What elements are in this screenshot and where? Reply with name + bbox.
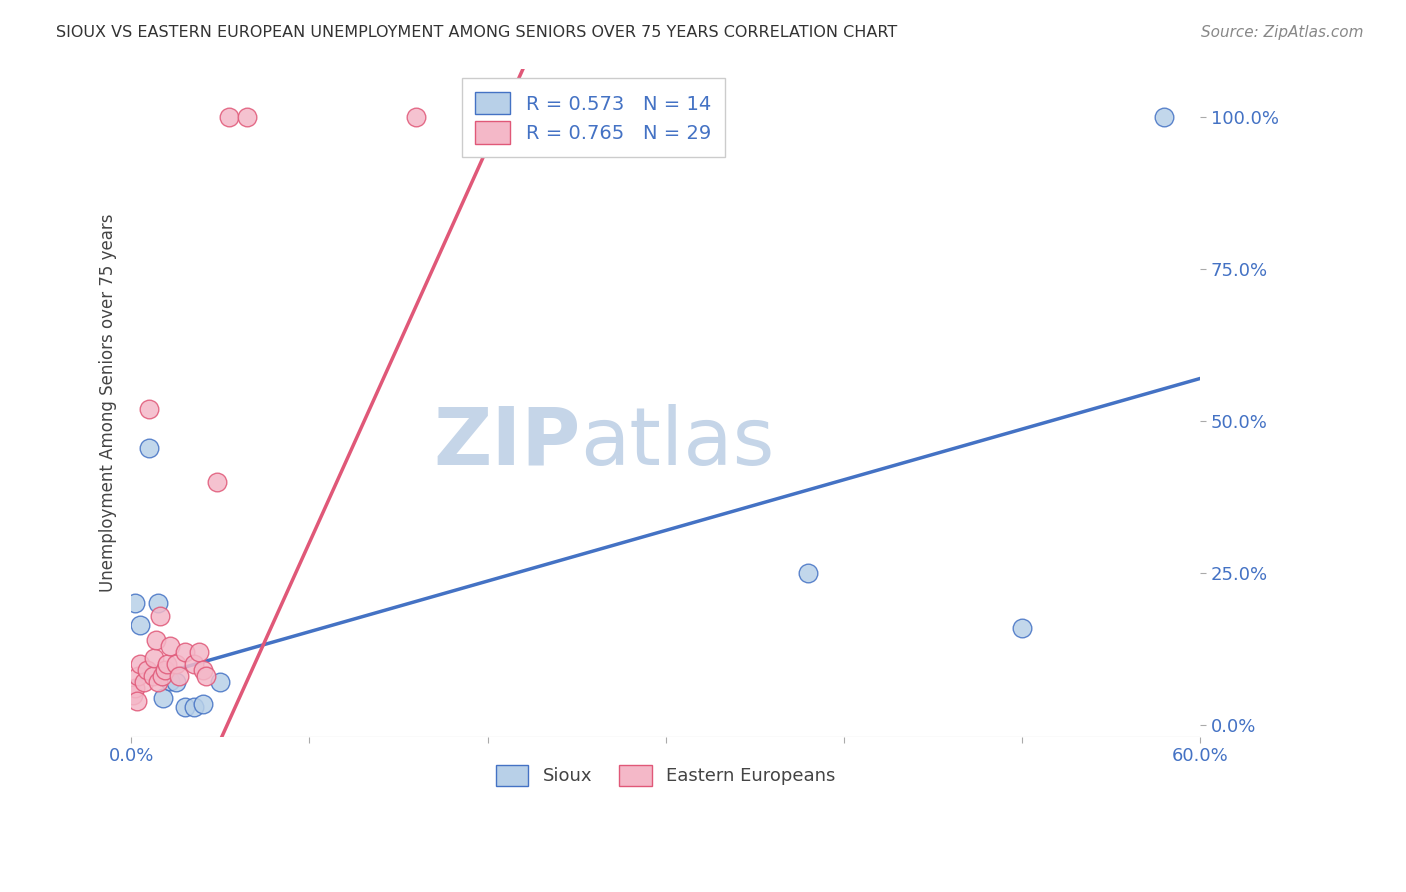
Point xyxy=(205,475,228,489)
Point xyxy=(129,657,152,672)
Text: SIOUX VS EASTERN EUROPEAN UNEMPLOYMENT AMONG SENIORS OVER 75 YEARS CORRELATION C: SIOUX VS EASTERN EUROPEAN UNEMPLOYMENT A… xyxy=(56,25,897,40)
Text: Source: ZipAtlas.com: Source: ZipAtlas.com xyxy=(1201,25,1364,40)
Y-axis label: Unemployment Among Seniors over 75 years: Unemployment Among Seniors over 75 years xyxy=(100,213,117,592)
Point xyxy=(125,693,148,707)
Point xyxy=(236,110,259,124)
Point xyxy=(127,669,149,683)
Point xyxy=(191,663,214,677)
Point xyxy=(173,699,195,714)
Point xyxy=(145,632,167,647)
Point xyxy=(124,681,146,696)
Point xyxy=(165,657,187,672)
Text: atlas: atlas xyxy=(581,404,775,482)
Legend: Sioux, Eastern Europeans: Sioux, Eastern Europeans xyxy=(486,756,845,795)
Point xyxy=(512,110,534,124)
Point xyxy=(149,608,172,623)
Point xyxy=(159,639,181,653)
Point xyxy=(191,697,214,711)
Point xyxy=(138,442,160,456)
Point xyxy=(183,657,205,672)
Point xyxy=(152,690,174,705)
Point xyxy=(173,645,195,659)
Point xyxy=(183,699,205,714)
Point xyxy=(124,596,146,610)
Point xyxy=(405,110,427,124)
Point xyxy=(159,674,181,689)
Point xyxy=(156,657,179,672)
Point xyxy=(146,675,169,690)
Point xyxy=(138,401,160,416)
Point xyxy=(132,675,155,690)
Point xyxy=(142,669,165,683)
Point xyxy=(187,645,209,659)
Point xyxy=(136,663,159,677)
Point xyxy=(143,651,166,665)
Point xyxy=(153,663,176,677)
Point xyxy=(218,110,240,124)
Point xyxy=(797,566,820,580)
Point xyxy=(122,688,145,702)
Point xyxy=(150,669,173,683)
Point xyxy=(209,675,232,690)
Point xyxy=(195,669,218,683)
Point xyxy=(1011,621,1033,635)
Point xyxy=(129,617,152,632)
Text: ZIP: ZIP xyxy=(433,404,581,482)
Point xyxy=(165,675,187,690)
Point xyxy=(146,596,169,610)
Point xyxy=(169,669,191,683)
Point xyxy=(1153,110,1175,124)
